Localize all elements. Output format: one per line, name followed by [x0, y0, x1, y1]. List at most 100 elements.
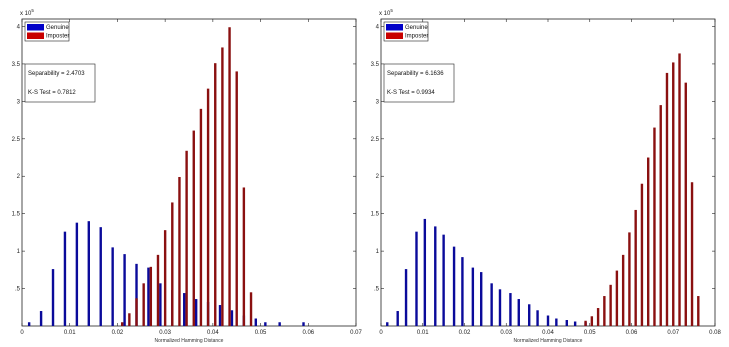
bar-genuine — [27, 322, 31, 326]
x-tick-label: 0.05 — [584, 330, 596, 336]
bar-genuine — [461, 257, 464, 326]
bar-imposter — [156, 254, 160, 326]
bar-genuine — [565, 320, 568, 326]
bar-imposter — [199, 108, 203, 326]
bar-imposter — [214, 63, 217, 327]
y-tick-label: 2.5 — [371, 137, 380, 143]
bar-genuine — [111, 247, 114, 326]
bar-genuine — [498, 289, 502, 326]
bar-imposter — [178, 176, 181, 326]
bar-genuine — [517, 299, 520, 326]
y-tick-label: 2.5 — [12, 137, 21, 143]
bar-imposter — [665, 72, 669, 326]
bar-genuine — [404, 269, 408, 326]
bar-imposter — [221, 47, 224, 326]
bar-genuine — [452, 246, 456, 326]
bar-genuine — [423, 218, 427, 326]
bar-imposter — [647, 157, 650, 326]
legend-label-imposter: Imposter — [405, 34, 428, 40]
bar-imposter — [142, 283, 145, 326]
bar-imposter — [121, 322, 124, 326]
bar-imposter — [185, 150, 188, 326]
stats-annotation: Separability = 6.1636 — [387, 71, 444, 77]
bar-imposter — [242, 187, 246, 326]
bar-imposter — [171, 202, 174, 326]
series-genuine — [27, 221, 305, 326]
bar-imposter — [584, 320, 587, 326]
bar-genuine — [264, 322, 267, 326]
y-tick-label: .5 — [15, 287, 21, 293]
y-tick-label: 1 — [17, 249, 21, 255]
bar-genuine — [442, 234, 445, 326]
x-tick-label: 0.07 — [667, 330, 679, 336]
x-tick-label: 0 — [379, 330, 383, 336]
bar-imposter — [596, 308, 600, 326]
series-imposter — [121, 27, 253, 327]
x-tick-label: 0.01 — [64, 330, 76, 336]
bar-genuine — [159, 283, 162, 326]
bar-imposter — [590, 316, 594, 326]
bar-imposter — [609, 284, 612, 326]
bar-imposter — [684, 82, 687, 327]
bar-genuine — [51, 269, 55, 326]
x-axis-label: Normalized Hamming Distance — [514, 338, 583, 344]
legend-label-genuine: Genuine — [46, 25, 69, 31]
x-tick-label: 0.06 — [302, 330, 314, 336]
bar-genuine — [194, 299, 198, 326]
bar-imposter — [621, 254, 625, 326]
stats-box — [24, 63, 96, 103]
y-tick-label: 1.5 — [371, 212, 380, 218]
series-genuine — [386, 218, 587, 326]
bar-imposter — [149, 266, 153, 326]
x-axis-label: Normalized Hamming Distance — [155, 338, 224, 344]
bar-genuine — [480, 272, 483, 326]
bar-imposter — [228, 27, 231, 327]
y-tick-label: 2 — [17, 174, 21, 180]
y-tick-label: 4 — [376, 24, 380, 30]
bar-genuine — [254, 318, 257, 326]
bar-imposter — [128, 313, 131, 326]
bar-genuine — [509, 293, 512, 326]
bar-genuine — [278, 322, 281, 326]
x-tick-label: 0.03 — [159, 330, 171, 336]
bar-imposter — [163, 230, 167, 326]
bar-genuine — [434, 226, 437, 326]
x-tick-label: 0.03 — [500, 330, 512, 336]
bar-genuine — [471, 267, 475, 326]
bar-imposter — [235, 71, 238, 326]
bar-imposter — [659, 105, 662, 326]
stats-annotation: K-S Test = 0.7812 — [28, 90, 76, 96]
bar-genuine — [39, 311, 43, 326]
legend-swatch-imposter — [27, 32, 44, 39]
bar-genuine — [99, 227, 102, 326]
bar-genuine — [536, 310, 539, 326]
x-tick-label: 0.06 — [626, 330, 638, 336]
y-tick-label: 3 — [376, 99, 380, 105]
stats-annotation: K-S Test = 0.9934 — [387, 90, 435, 96]
bar-genuine — [490, 283, 493, 326]
stats-annotation: Separability = 2.4703 — [28, 71, 85, 77]
bar-imposter — [135, 298, 138, 326]
x-tick-label: 0 — [20, 330, 24, 336]
bar-imposter — [672, 62, 675, 327]
bar-genuine — [415, 231, 418, 326]
bar-genuine — [386, 322, 389, 326]
bar-genuine — [87, 221, 90, 326]
bar-genuine — [555, 318, 558, 326]
y-multiplier: x 105 — [20, 8, 34, 17]
x-tick-label: 0.01 — [417, 330, 429, 336]
bar-imposter — [697, 296, 700, 326]
bar-imposter — [615, 270, 619, 326]
bar-genuine — [546, 315, 550, 326]
bar-imposter — [678, 53, 681, 326]
bar-genuine — [302, 322, 305, 326]
legend-label-genuine: Genuine — [405, 25, 428, 31]
series-imposter — [584, 53, 700, 327]
bar-genuine — [230, 310, 234, 326]
y-tick-label: 1.5 — [12, 212, 21, 218]
y-tick-label: 3.5 — [12, 62, 21, 68]
bar-genuine — [528, 304, 531, 326]
bar-genuine — [573, 321, 577, 326]
legend-swatch-imposter — [386, 32, 403, 39]
x-tick-label: 0.08 — [709, 330, 721, 336]
